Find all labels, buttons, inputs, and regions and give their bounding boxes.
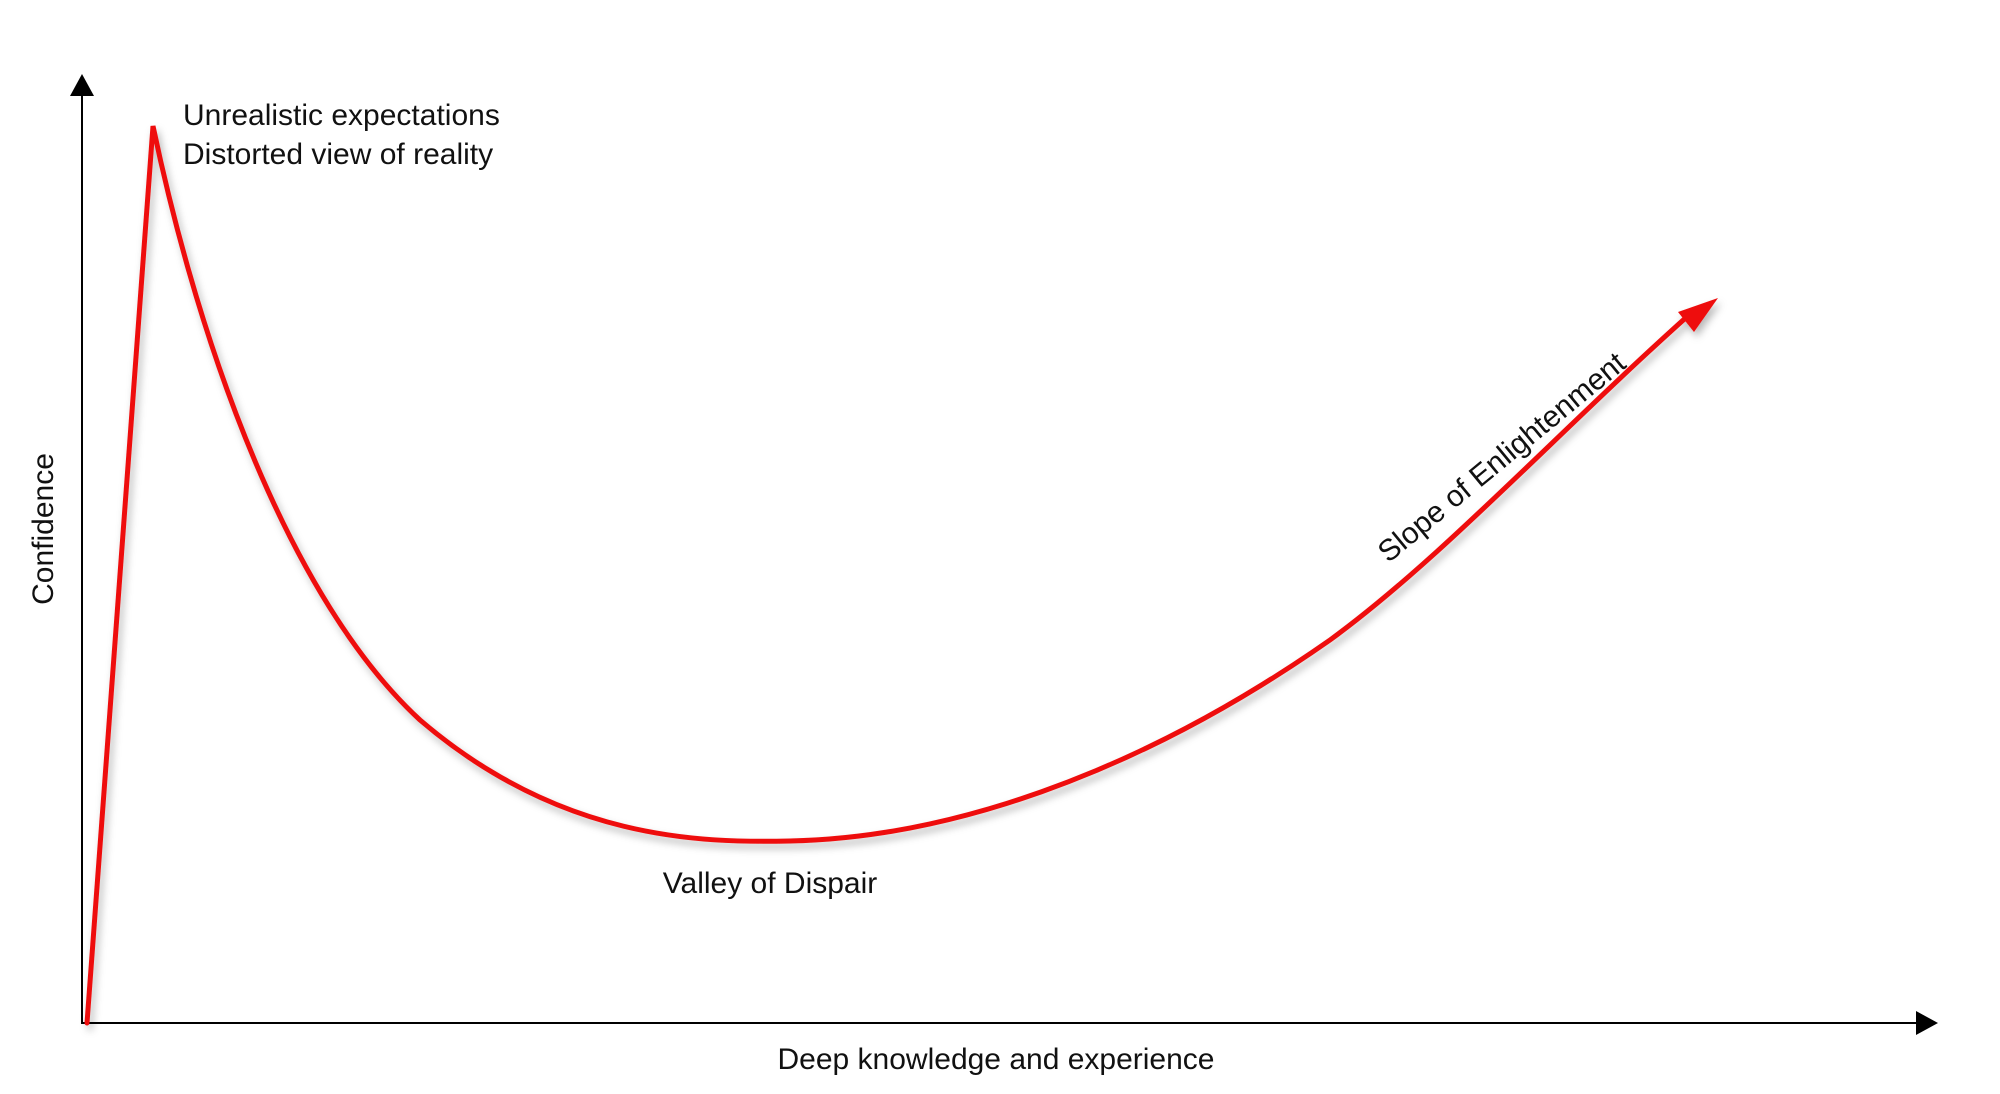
peak-label-line1: Unrealistic expectations — [183, 99, 500, 132]
y-axis-label: Confidence — [27, 453, 60, 605]
peak-label-line2: Distorted view of reality — [183, 138, 493, 171]
confidence-curve — [84, 125, 1718, 1026]
curve-arrowhead — [1678, 298, 1718, 332]
x-axis-arrowhead — [1916, 1011, 1938, 1035]
valley-label: Valley of Dispair — [663, 867, 878, 900]
confidence-curve-line — [84, 125, 1693, 1026]
x-axis-label: Deep knowledge and experience — [778, 1043, 1215, 1076]
slope-label: Slope of Enlightenment — [1372, 346, 1633, 569]
y-axis-arrowhead — [70, 74, 94, 96]
